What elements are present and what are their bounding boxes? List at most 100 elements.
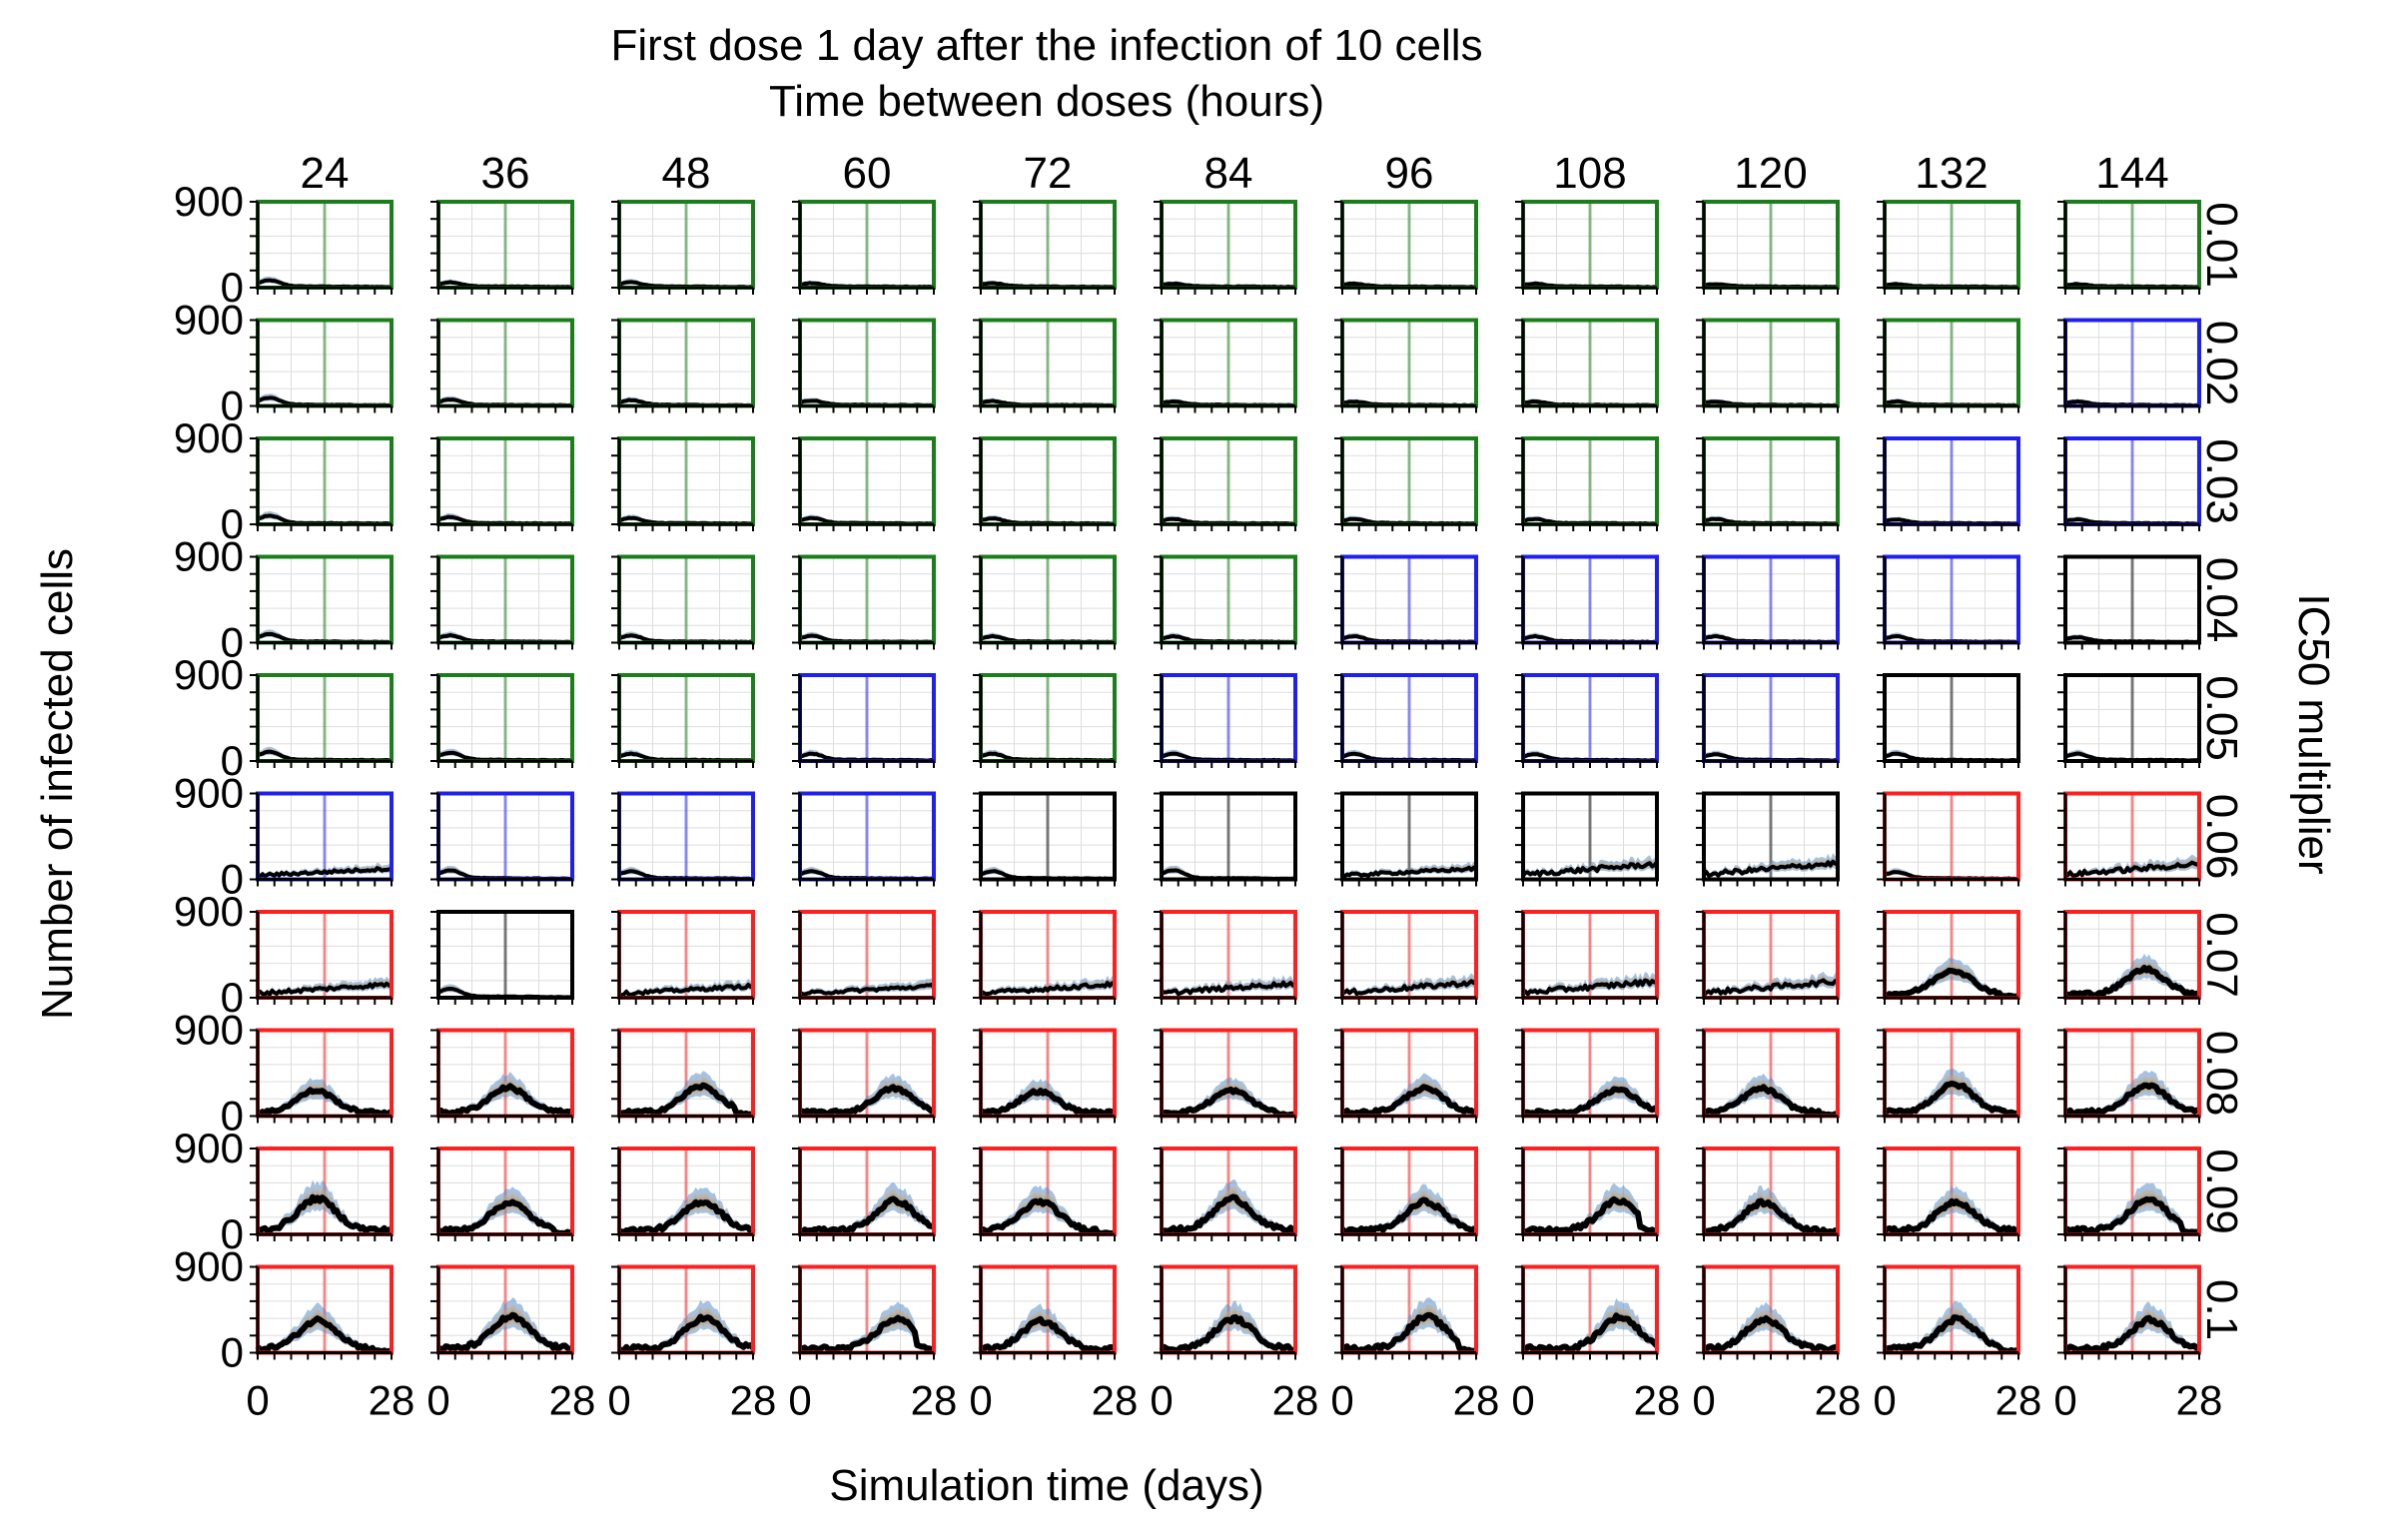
panel [1696, 554, 1840, 650]
x-tick-label: 0 [426, 1377, 449, 1424]
panel [792, 1147, 936, 1241]
chart-subtitle: Time between doses (hours) [769, 77, 1324, 126]
mean-line [257, 866, 393, 879]
x-tick-label: 28 [730, 1377, 777, 1424]
x-tick-label: 28 [1815, 1377, 1862, 1424]
mean-line [1522, 1195, 1658, 1235]
panel [1696, 673, 1840, 768]
panel [611, 554, 755, 650]
mean-line [435, 1083, 574, 1117]
panel [1877, 318, 2020, 413]
panel [1877, 1147, 2020, 1241]
y-tick-label: 900 [174, 1007, 244, 1054]
mean-line [256, 1193, 394, 1235]
panel [792, 791, 936, 887]
panel [611, 318, 755, 413]
panel [1154, 554, 1297, 650]
mean-line [1884, 1314, 2019, 1355]
panel [1334, 1028, 1478, 1124]
x-axis-label: Simulation time (days) [829, 1461, 1263, 1510]
panel [1515, 791, 1659, 887]
panel [1696, 910, 1840, 1005]
mean-line [1521, 978, 1658, 997]
panel: 0 900 [174, 533, 394, 666]
uncertainty-band [1523, 1297, 1657, 1352]
row-label: 0.05 [2197, 675, 2246, 761]
panel [1515, 673, 1659, 768]
mean-line [1702, 1197, 1839, 1235]
x-tick-label: 0 [1692, 1377, 1715, 1424]
x-tick-label: 28 [2176, 1377, 2223, 1424]
y-tick-label: 0 [221, 1329, 244, 1376]
panel [1696, 318, 1840, 413]
mean-line [1702, 978, 1839, 997]
panel [792, 200, 936, 295]
mean-line [799, 1195, 935, 1235]
uncertainty-band [619, 1196, 753, 1233]
column-label: 72 [1024, 149, 1073, 198]
panel [973, 910, 1117, 1005]
mean-line [1339, 1084, 1478, 1118]
panel [1877, 791, 2020, 887]
panel [1334, 910, 1478, 1005]
panel [973, 673, 1117, 768]
y-tick-label: 0 [221, 1093, 244, 1140]
row-label: 0.04 [2197, 557, 2246, 643]
panel: 0 900 [174, 297, 394, 429]
column-label: 144 [2095, 149, 2168, 198]
y-tick-label: 900 [174, 178, 244, 225]
mean-line [1341, 865, 1478, 879]
row-label: 0.09 [2197, 1149, 2246, 1234]
panel [1877, 554, 2020, 650]
y-tick-label: 900 [174, 414, 244, 461]
uncertainty-band [258, 1309, 392, 1352]
panel [611, 1147, 756, 1241]
row-label: 0.1 [2197, 1279, 2246, 1340]
row-label: 0.03 [2197, 438, 2246, 524]
panel [973, 554, 1117, 650]
mean-line [1339, 1311, 1477, 1354]
panel [430, 1028, 574, 1124]
y-tick-label: 900 [174, 297, 244, 344]
row-label: 0.08 [2197, 1031, 2246, 1117]
panel [973, 318, 1117, 413]
panel: 0 900 [174, 770, 394, 903]
panel [973, 436, 1117, 531]
mean-line [1521, 860, 1659, 878]
panel [792, 910, 936, 1005]
mean-line [436, 1311, 573, 1353]
x-tick-label: 28 [1272, 1377, 1319, 1424]
panel: 0 900 [174, 178, 394, 311]
panel [1334, 318, 1478, 413]
panel [1154, 318, 1297, 413]
panel [2057, 1028, 2201, 1124]
panel [1154, 436, 1297, 531]
panel [792, 436, 936, 531]
panel: 0 28 [607, 1264, 777, 1424]
panel [1515, 554, 1659, 650]
panel: 0 28 [2053, 1264, 2223, 1424]
panel [1696, 1147, 1840, 1241]
panel: 0 28 [1150, 1264, 1319, 1424]
panel [611, 910, 755, 1005]
mean-line [618, 983, 755, 998]
panel [2057, 436, 2201, 531]
panel [973, 1028, 1117, 1124]
panel [1877, 1028, 2020, 1124]
mean-line [257, 981, 393, 997]
x-tick-label: 0 [969, 1377, 992, 1424]
x-tick-label: 0 [1873, 1377, 1896, 1424]
y-tick-label: 900 [174, 651, 244, 698]
x-tick-label: 0 [1511, 1377, 1534, 1424]
panel [430, 791, 574, 887]
panel [1515, 436, 1659, 531]
mean-line [255, 1315, 393, 1355]
panel [2057, 200, 2201, 295]
mean-line [1161, 980, 1297, 997]
mean-line [1341, 979, 1478, 997]
x-tick-label: 28 [1092, 1377, 1139, 1424]
x-tick-label: 0 [1330, 1377, 1353, 1424]
panel: 0 28 [1692, 1264, 1862, 1424]
panel: 0 900 [174, 414, 394, 547]
